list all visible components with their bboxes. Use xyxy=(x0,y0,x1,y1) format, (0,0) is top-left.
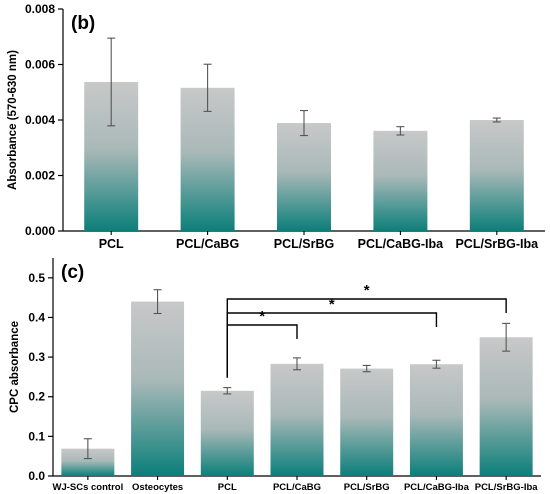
bar xyxy=(340,368,394,476)
x-tick-label: PCL/SrBG xyxy=(344,482,390,493)
significance-star: * xyxy=(364,282,370,299)
y-tick-label: 0.3 xyxy=(28,350,45,364)
bar xyxy=(373,130,428,231)
y-tick-label: 0.004 xyxy=(25,113,55,127)
significance-star: * xyxy=(259,308,265,325)
y-tick-label: 0.006 xyxy=(25,58,55,72)
x-tick-label: PCL xyxy=(99,237,124,251)
significance-star: * xyxy=(329,296,335,313)
y-tick-label: 0.2 xyxy=(28,390,45,404)
y-axis-title: Absorbance (570-630 nm) xyxy=(7,50,19,190)
y-tick-label: 0.5 xyxy=(28,271,45,285)
panel-label: (b) xyxy=(71,13,95,34)
x-tick-label: PCL/CaBG xyxy=(176,237,239,251)
bar xyxy=(409,364,463,476)
bar xyxy=(469,120,524,231)
y-tick-label: 0.4 xyxy=(28,310,45,324)
bar xyxy=(270,363,324,476)
x-tick-label: PCL/CaBG xyxy=(273,482,321,493)
y-tick-label: 0.008 xyxy=(25,2,55,16)
x-tick-label: PCL/SrBG xyxy=(274,237,334,251)
x-tick-label: PCL/SrBG-Iba xyxy=(455,237,539,251)
y-tick-label: 0.0 xyxy=(28,469,45,483)
y-tick-label: 0.002 xyxy=(25,169,55,183)
x-tick-label: PCL/SrBG-Iba xyxy=(475,482,539,493)
y-tick-label: 0.000 xyxy=(25,224,55,238)
bar xyxy=(200,390,254,476)
x-tick-label: PCL xyxy=(218,482,237,493)
bar xyxy=(479,337,533,476)
chart-panel-c: 0.0 0.1 0.2 0.3 0.4 0.5 WJ-SCs control Osteocyt… xyxy=(9,258,541,493)
y-tick-label: 0.1 xyxy=(28,429,45,443)
y-axis-title: CPC absorbance xyxy=(9,321,21,413)
significance-bracket xyxy=(226,298,507,378)
x-tick-label: WJ-SCs control xyxy=(52,482,123,493)
x-tick-label: PCL/CaBG-Iba xyxy=(358,237,444,251)
x-tick-label: PCL/CaBG-Iba xyxy=(404,482,470,493)
panel-label: (c) xyxy=(61,262,84,283)
chart-panel-b: 0.000 0.002 0.004 0.006 0.008 PCL PCL/CaBG PCL/… xyxy=(7,2,545,251)
x-tick-label: Osteocytes xyxy=(132,482,183,493)
bar xyxy=(277,123,331,231)
bar xyxy=(131,301,185,476)
